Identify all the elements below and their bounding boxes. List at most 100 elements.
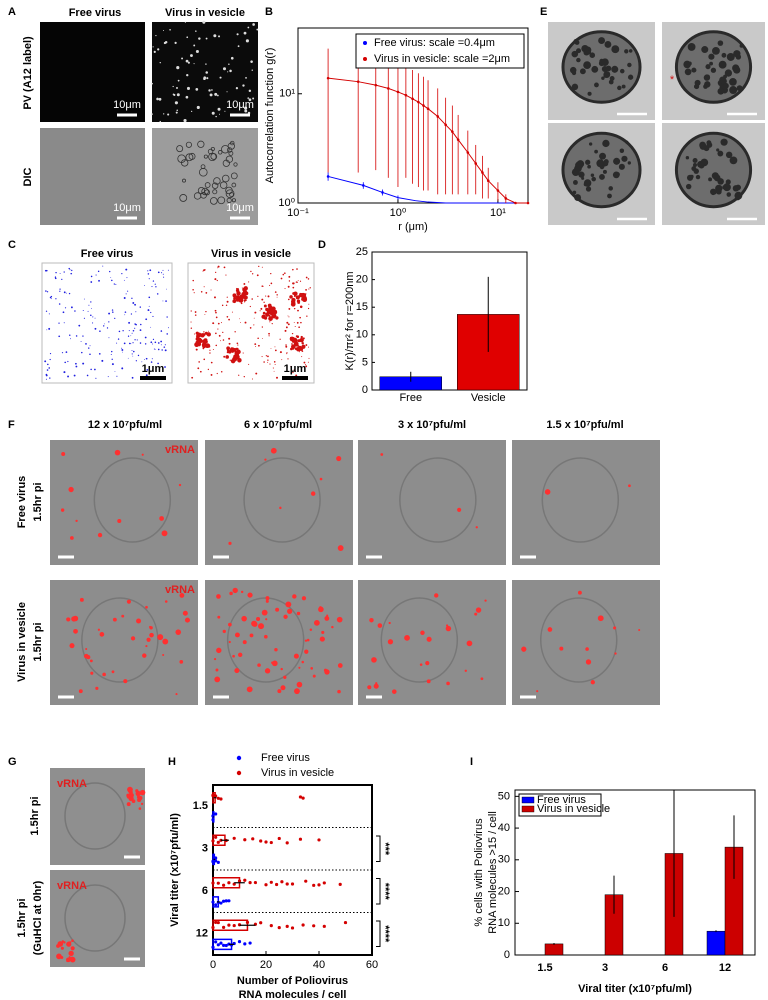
localization: [58, 322, 60, 324]
localization: [70, 306, 73, 309]
localization: [113, 283, 115, 285]
point: [248, 941, 252, 945]
speckle: [172, 93, 175, 96]
rna-spot: [264, 668, 271, 674]
rna-spot: [66, 617, 71, 622]
localization: [144, 343, 147, 345]
virion: [601, 76, 605, 80]
localization: [205, 291, 208, 294]
vesicle: [185, 153, 194, 162]
speckle: [155, 35, 157, 37]
localization: [152, 338, 155, 341]
rna-spot: [475, 607, 482, 613]
cluster: [296, 299, 301, 303]
localization: [214, 278, 217, 281]
localization: [116, 342, 118, 344]
cluster: [243, 287, 247, 291]
localization: [150, 361, 153, 363]
speckle: [256, 28, 259, 31]
rna-spot: [69, 956, 76, 963]
rna-spot: [126, 802, 131, 807]
x-tick-label: Free: [399, 392, 422, 404]
nucleus: [64, 782, 126, 850]
localization: [262, 285, 264, 287]
localization: [228, 318, 230, 321]
speckle: [226, 91, 228, 93]
virion: [625, 140, 629, 144]
point: [326, 76, 330, 80]
localization: [297, 280, 299, 281]
point: [285, 841, 289, 845]
rna-spot: [61, 452, 66, 456]
localization: [90, 275, 93, 278]
virion: [579, 68, 586, 75]
localization: [240, 302, 243, 305]
vesicle: [219, 181, 228, 189]
localization: [273, 370, 275, 372]
speckle: [172, 85, 174, 88]
cluster: [203, 340, 207, 345]
localization: [284, 272, 286, 274]
localization: [153, 348, 155, 350]
localization: [45, 310, 48, 312]
rna-spot: [377, 623, 383, 628]
cell-image: [50, 580, 198, 705]
point: [214, 835, 218, 839]
virion: [590, 173, 595, 177]
vesicle: [211, 182, 219, 189]
localization: [116, 375, 118, 377]
rna-spot: [68, 950, 74, 957]
localization: [217, 265, 220, 268]
vesicle: [225, 189, 235, 199]
nucleus: [399, 457, 477, 543]
virion: [725, 151, 733, 159]
localization: [253, 324, 255, 326]
localization: [131, 376, 134, 379]
rna-spot: [246, 686, 253, 693]
cluster: [291, 299, 296, 304]
vesicle: [221, 145, 230, 154]
cluster: [297, 295, 300, 299]
virion: [572, 180, 578, 185]
speckle: [227, 71, 229, 73]
virion: [717, 40, 724, 46]
localization: [157, 362, 159, 365]
localization: [98, 279, 100, 282]
localization: [141, 361, 143, 363]
localization: [82, 362, 85, 365]
localization: [110, 354, 112, 356]
rna-spot: [265, 596, 270, 601]
localization: [89, 345, 91, 347]
point: [444, 123, 447, 127]
localization: [108, 321, 110, 323]
series-line: [328, 77, 528, 204]
localization: [281, 359, 283, 361]
speckle: [156, 97, 159, 101]
localization: [226, 315, 229, 318]
cluster: [268, 316, 273, 321]
localization: [146, 369, 149, 371]
localization: [145, 357, 148, 360]
localization: [166, 333, 168, 335]
localization: [270, 272, 272, 275]
localization: [209, 352, 211, 354]
localization: [59, 288, 61, 290]
localization: [94, 368, 96, 371]
vesicle: [228, 150, 234, 156]
localization: [267, 359, 269, 361]
point: [396, 90, 400, 94]
localization: [217, 322, 220, 325]
rna-spot: [371, 657, 377, 663]
localization: [106, 327, 109, 329]
speckle: [151, 113, 153, 115]
rna-spot: [337, 545, 344, 551]
localization: [216, 372, 218, 375]
virion: [729, 86, 738, 94]
speckle: [167, 113, 170, 116]
localization: [204, 314, 206, 315]
localization: [68, 292, 71, 295]
localization: [151, 358, 153, 360]
nucleus: [380, 597, 459, 683]
localization: [237, 344, 239, 346]
rna-spot: [521, 646, 527, 652]
